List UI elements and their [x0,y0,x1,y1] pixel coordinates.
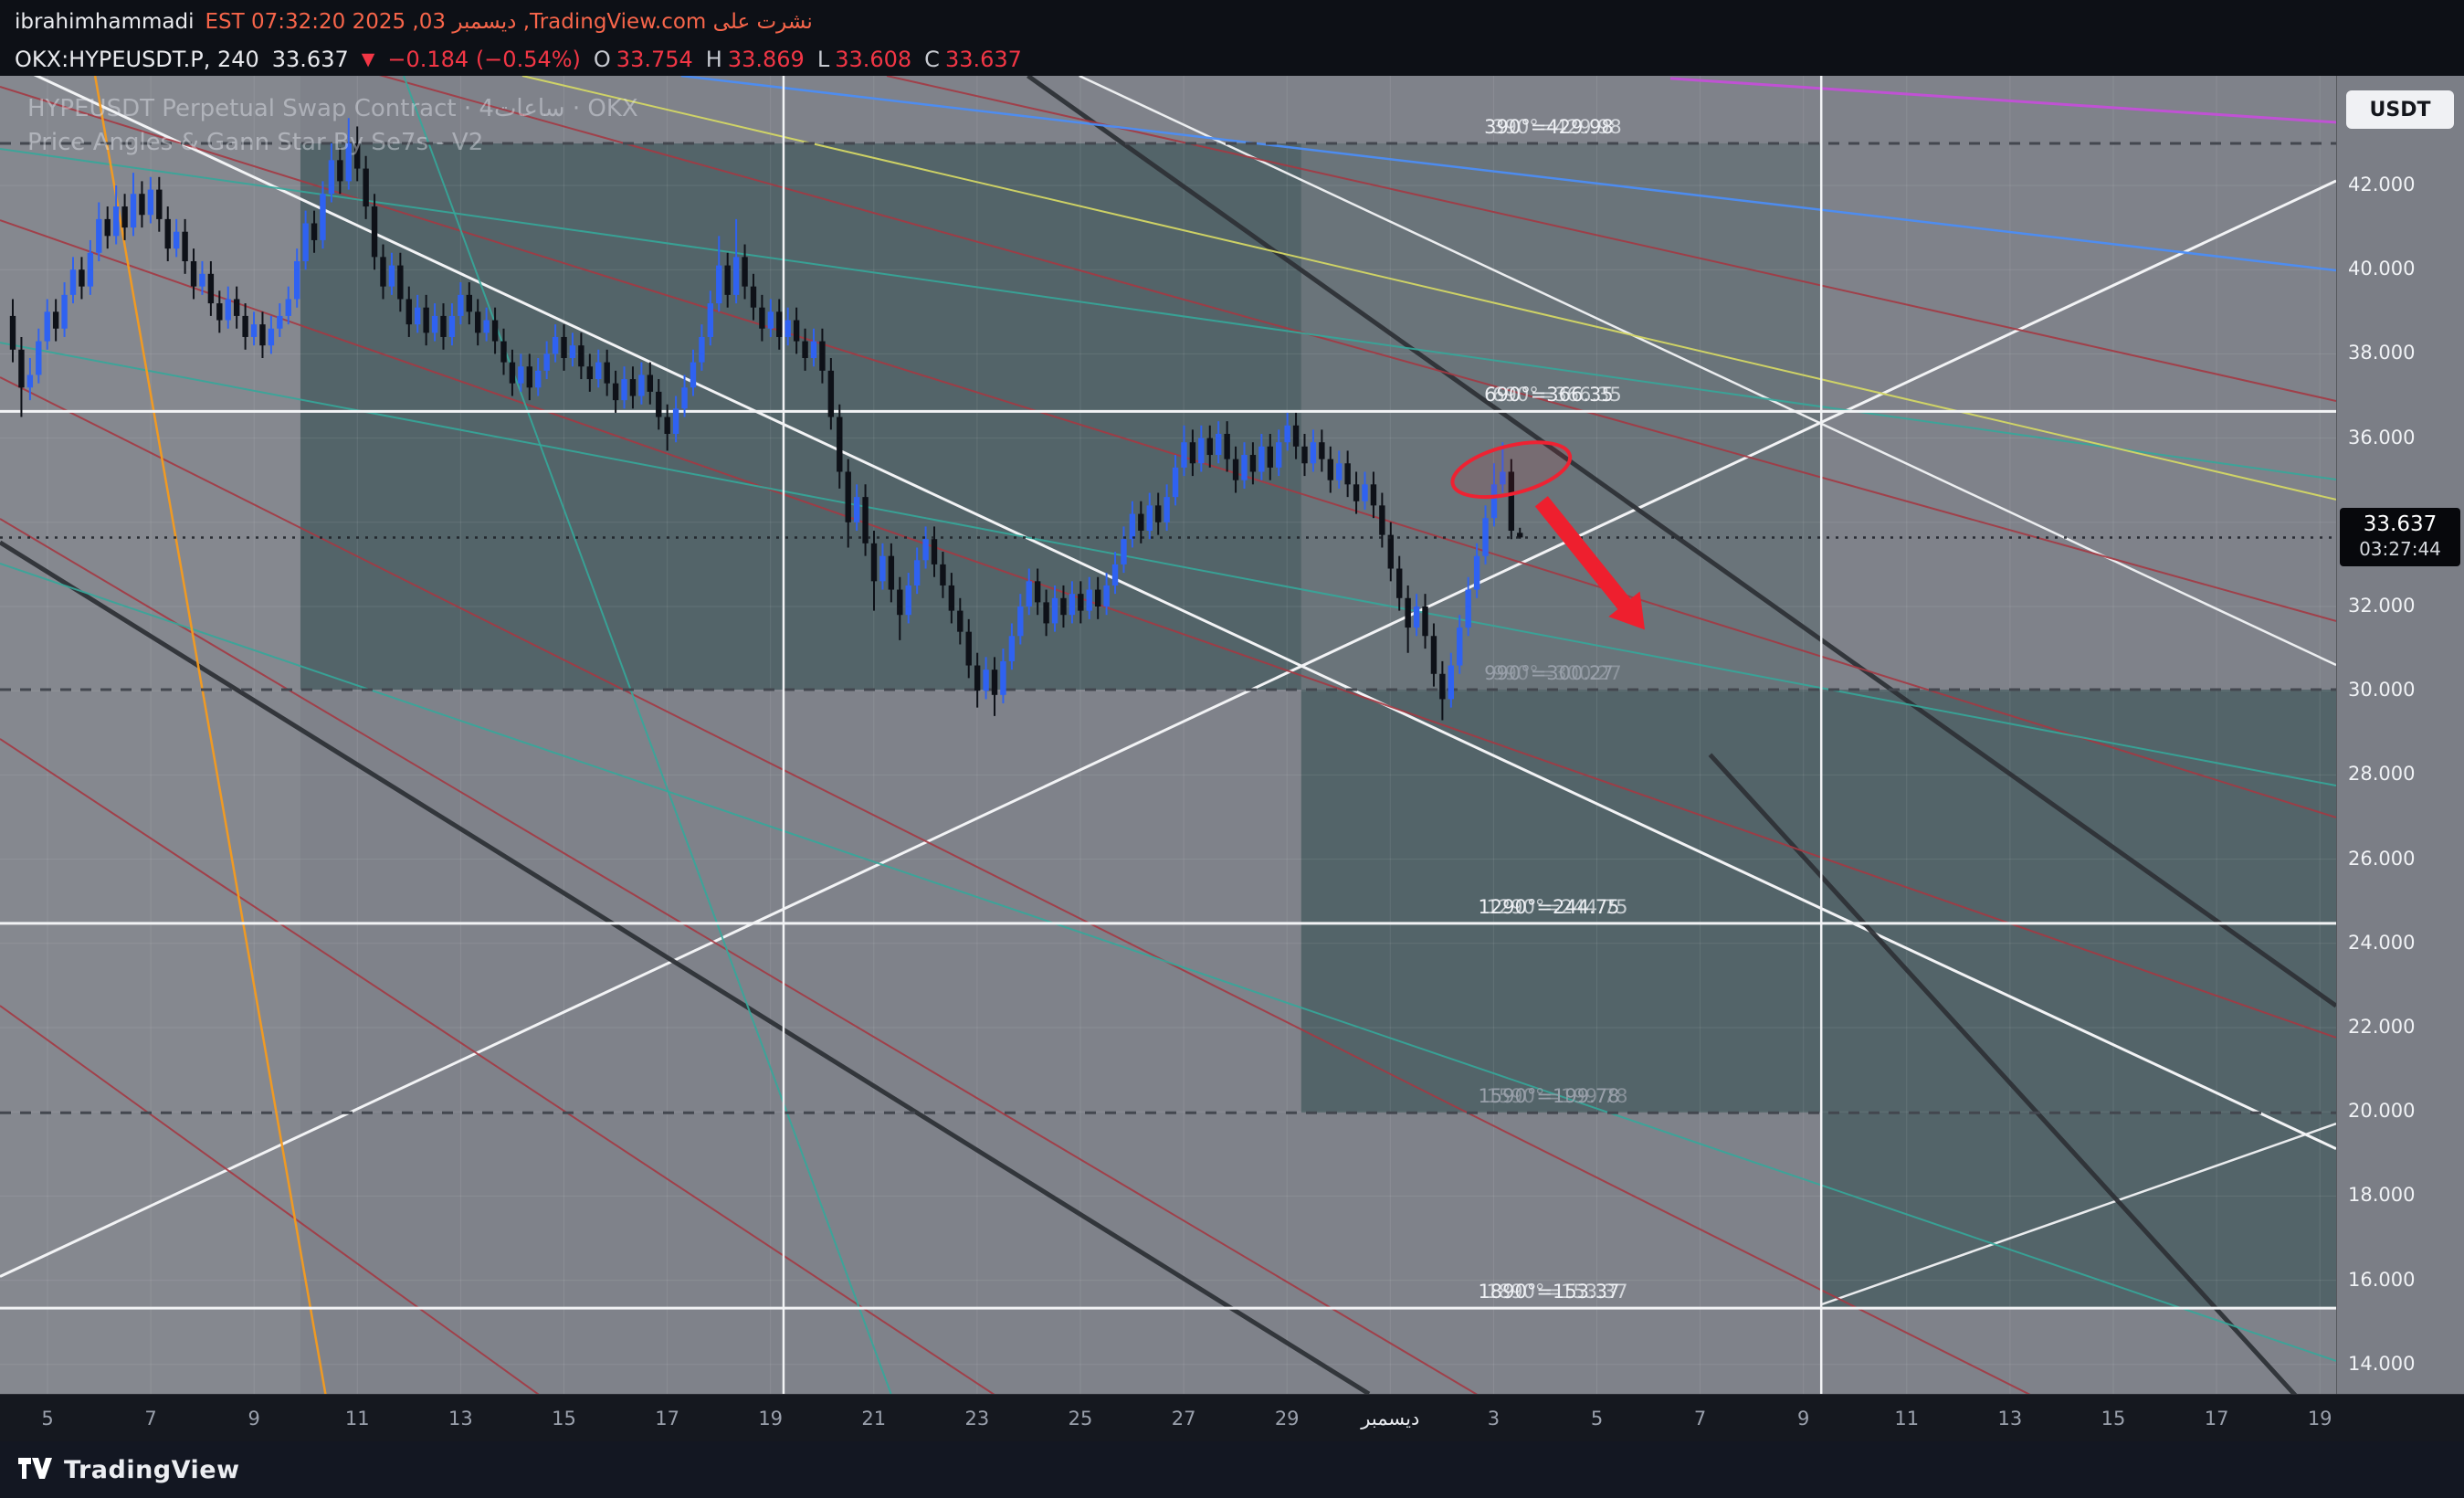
badge-countdown: 03:27:44 [2359,537,2441,560]
time-tick-label: 5 [41,1408,54,1429]
currency-toggle-button[interactable]: USDT [2346,90,2454,129]
time-tick-label: 11 [344,1408,370,1429]
high-value: 33.869 [727,47,805,72]
price-down-icon: ▼ [361,49,375,69]
open-label: O [593,47,611,72]
time-tick-label: 9 [1797,1408,1810,1429]
chart-canvas[interactable] [0,76,2336,1394]
published-on-text: EST 07:32:20 2025 ,03 ديسمبر ,TradingVie… [205,9,813,34]
tradingview-wordmark[interactable]: TradingView [64,1455,240,1484]
price-change: −0.184 (−0.54%) [387,47,581,72]
bottom-toolbar: TradingView [0,1441,2464,1498]
gann-shaded-boxes [0,76,2336,1394]
close-label: C [924,47,940,72]
time-tick-label: 3 [1487,1408,1501,1429]
time-tick-label: 13 [1997,1408,2023,1429]
chart-pane[interactable]: HYPEUSDT Perpetual Swap Contract · 4ساعا… [0,76,2336,1394]
price-tick-label: 26.000 [2348,847,2416,870]
badge-price: 33.637 [2363,512,2438,536]
low-label: L [816,47,830,72]
time-tick-label: 7 [1693,1408,1707,1429]
price-tick-label: 24.000 [2348,931,2416,954]
time-tick-label: 17 [655,1408,679,1429]
price-tick-label: 36.000 [2348,426,2416,448]
price-tick-label: 18.000 [2348,1184,2416,1207]
price-tick-label: 32.000 [2348,595,2416,617]
symbol-ohlc-bar: OKX:HYPEUSDT.P, 240 33.637 ▼ −0.184 (−0.… [0,43,2464,76]
tradingview-logo-icon[interactable] [18,1453,53,1486]
price-tick-label: 38.000 [2348,342,2416,364]
time-tick-label: ديسمبر [1361,1408,1420,1429]
gann-fan-lines [0,76,2336,1394]
price-tick-label: 30.000 [2348,679,2416,702]
time-axis[interactable]: 5 7 9 11 13 15 17 19 21 23 25 27 29 ديسمبر 3 5 7 9 11 13 15 1… [0,1394,2464,1441]
time-tick-label: 9 [247,1408,260,1429]
publication-bar: ibrahimhammadi EST 07:32:20 2025 ,03 ديس… [0,0,2464,43]
time-tick-label: 29 [1274,1408,1300,1429]
time-tick-label: 27 [1171,1408,1196,1429]
time-tick-label: 25 [1068,1408,1093,1429]
time-tick-label: 15 [552,1408,576,1429]
username: ibrahimhammadi [15,9,195,34]
price-tick-label: 22.000 [2348,1016,2416,1038]
time-tick-label: 19 [2307,1408,2332,1429]
price-tick-label: 40.000 [2348,258,2416,280]
candlesticks [9,118,1523,721]
time-tick-label: 17 [2204,1408,2229,1429]
time-tick-label: 13 [448,1408,473,1429]
close-value: 33.637 [944,47,1022,72]
price-tick-label: 20.000 [2348,1100,2416,1123]
time-tick-label: 5 [1590,1408,1604,1429]
time-tick-label: 19 [758,1408,784,1429]
time-tick-label: 7 [144,1408,157,1429]
price-tick-label: 28.000 [2348,763,2416,786]
last-price: 33.637 [271,47,349,72]
price-tick-label: 14.000 [2348,1352,2416,1375]
price-axis[interactable]: USDT 42.00040.00038.00036.00034.00032.00… [2336,76,2464,1394]
price-tick-label: 16.000 [2348,1268,2416,1291]
open-value: 33.754 [616,47,693,72]
time-tick-label: 15 [2101,1408,2126,1429]
time-tick-label: 11 [1894,1408,1920,1429]
last-price-badge: 33.637 03:27:44 [2340,507,2460,566]
time-tick-label: 23 [964,1408,990,1429]
high-label: H [705,47,722,72]
price-tick-label: 42.000 [2348,174,2416,195]
time-tick-label: 21 [861,1408,887,1429]
symbol-name[interactable]: OKX:HYPEUSDT.P, 240 [15,47,259,72]
low-value: 33.608 [835,47,912,72]
drawing-annotations [0,440,2336,630]
